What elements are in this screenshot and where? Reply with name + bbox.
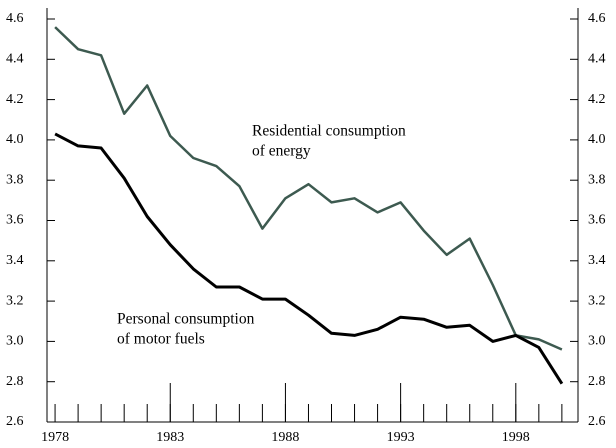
x-tick-label: 1998 <box>502 430 530 445</box>
annotation: Residential consumption <box>252 123 406 140</box>
annotation: of energy <box>252 143 311 160</box>
y-tick-label: 3.8 <box>6 172 24 187</box>
y2-tick-label: 4.0 <box>588 132 606 147</box>
y-tick-label: 3.0 <box>6 334 24 349</box>
y-tick-label: 2.8 <box>6 374 24 389</box>
x-tick-label: 1988 <box>271 430 299 445</box>
y2-tick-label: 3.0 <box>588 334 606 349</box>
y2-tick-label: 3.8 <box>588 172 606 187</box>
x-tick-label: 1978 <box>41 430 69 445</box>
y2-tick-label: 4.6 <box>588 11 606 26</box>
x-tick-label: 1993 <box>387 430 415 445</box>
y-tick-label: 3.2 <box>6 293 24 308</box>
y2-tick-label: 4.4 <box>588 52 606 67</box>
annotation: of motor fuels <box>117 331 205 348</box>
y2-tick-label: 2.6 <box>588 414 606 429</box>
y-tick-label: 2.6 <box>6 414 24 429</box>
y2-tick-label: 3.4 <box>588 253 606 268</box>
series-line <box>54 132 564 385</box>
y-tick-label: 4.4 <box>6 52 24 67</box>
y2-tick-label: 2.8 <box>588 374 606 389</box>
y2-tick-label: 3.6 <box>588 213 606 228</box>
y-tick-label: 4.6 <box>6 11 24 26</box>
y-tick-label: 3.6 <box>6 213 24 228</box>
annotation: Personal consumption <box>117 311 255 328</box>
y2-tick-label: 4.2 <box>588 92 606 107</box>
y-tick-label: 4.0 <box>6 132 24 147</box>
y-tick-label: 3.4 <box>6 253 24 268</box>
x-tick-label: 1983 <box>156 430 184 445</box>
y2-tick-label: 3.2 <box>588 293 606 308</box>
y-tick-label: 4.2 <box>6 92 24 107</box>
series-line <box>54 26 563 351</box>
